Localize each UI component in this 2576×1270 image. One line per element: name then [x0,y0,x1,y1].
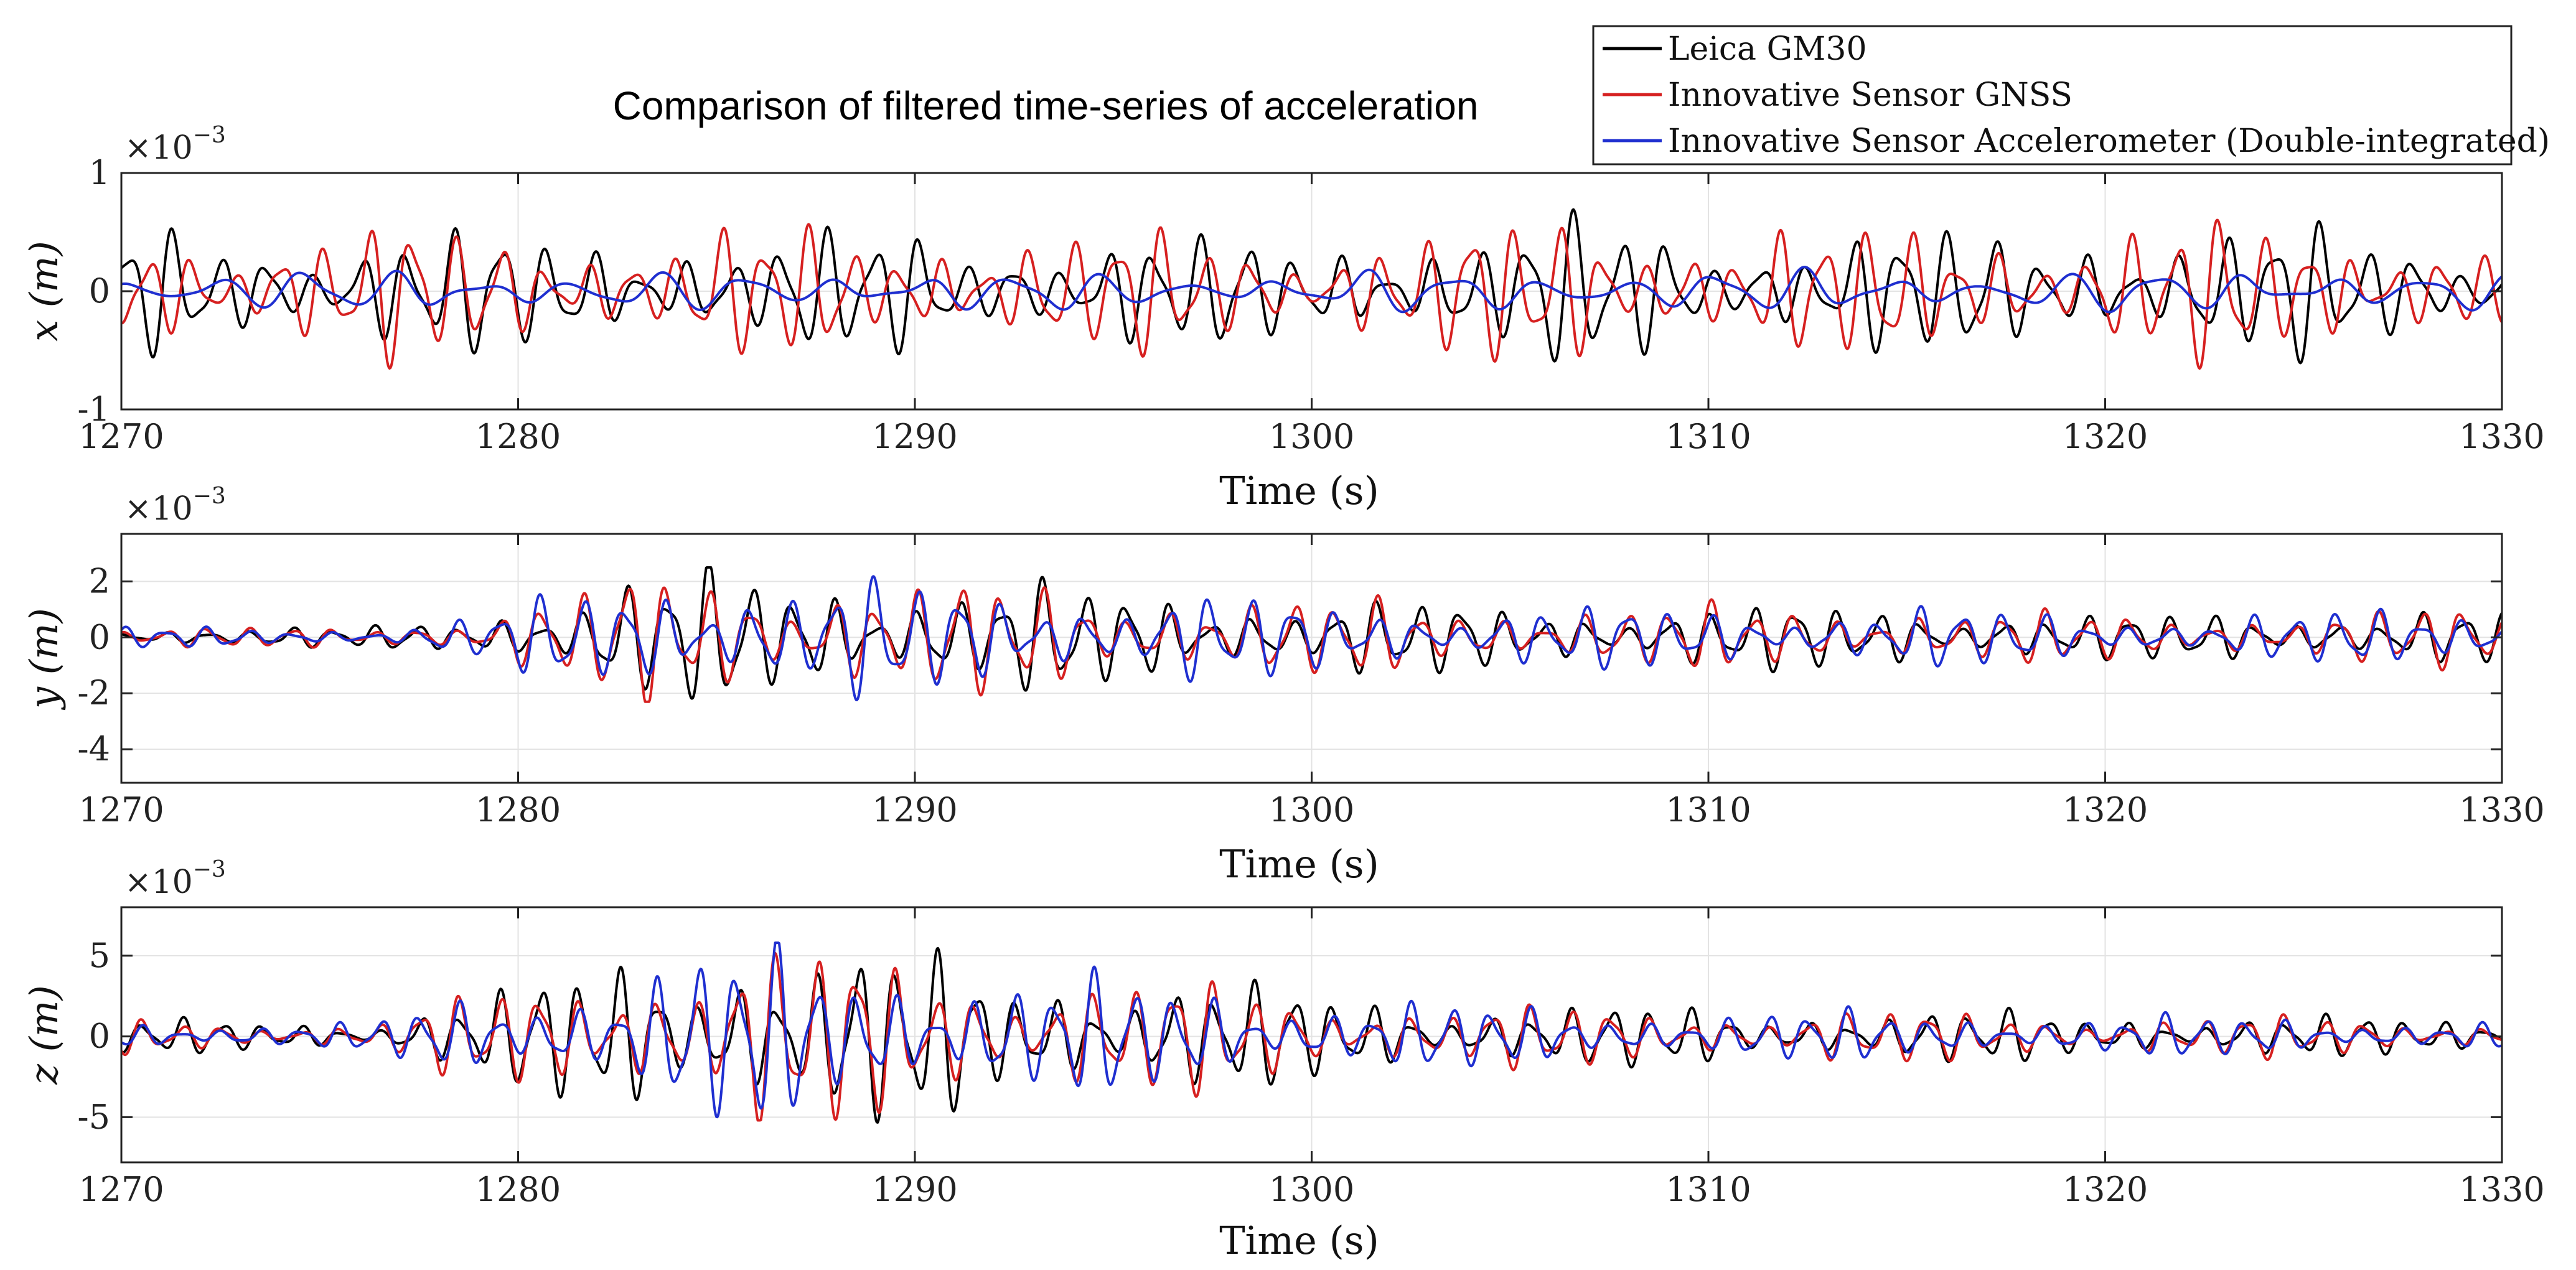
x-tick-label-y-1320: 1320 [2063,790,2148,829]
series-line-gnss-z [121,951,2502,1122]
x-tick-label-y-1300: 1300 [1269,790,1354,829]
subplot-y: y (m) Time (s) ×10−3 1270 1280 1290 1300 131… [21,483,2545,887]
series-line-accelerometer-x [121,266,2502,314]
x-tick-label-y-1310: 1310 [1665,790,1751,829]
chart-title: Comparison of filtered time-series of ac… [613,83,1479,128]
y-tick-label-z-0: 0 [89,1017,110,1056]
x-tick-label-x-1330: 1330 [2459,417,2544,456]
series-line-gnss-x [121,218,2502,370]
y-tick-label-x-1: 1 [89,153,110,192]
x-tick-label-z-1300: 1300 [1269,1170,1354,1209]
x-tick-label-z-1310: 1310 [1665,1170,1751,1209]
x-axis-label-y: Time (s) [1219,841,1379,887]
series-group-x [121,208,2502,370]
y-tick-label-z-5: 5 [89,936,110,975]
legend-entry-gnss: Innovative Sensor GNSS [1603,77,2073,114]
legend-entry-leica: Leica GM30 [1603,30,1867,68]
y-exponent-z: ×10−3 [124,857,226,901]
subplot-x: x (m) Time (s) ×10−3 1270 1280 1290 1300 131… [21,123,2545,513]
series-line-accelerometer-y [121,575,2502,701]
x-tick-label-z-1290: 1290 [872,1170,957,1209]
y-tick-label-y-0: 0 [89,617,110,656]
y-axis-label-x: x (m) [21,241,67,342]
series-group-y [121,566,2502,703]
x-tick-label-y-1330: 1330 [2459,790,2544,829]
y-exponent-x: ×10−3 [124,123,226,167]
y-tick-label-x--1: -1 [77,390,110,429]
x-tick-label-x-1290: 1290 [872,417,957,456]
legend-label-leica: Leica GM30 [1668,30,1867,68]
legend-label-gnss: Innovative Sensor GNSS [1668,77,2073,114]
y-tick-label-x-0: 0 [89,271,110,310]
y-axis-label-y: y (m) [21,608,67,711]
y-tick-label-z--5: -5 [77,1097,110,1136]
legend-entry-accelerometer: Innovative Sensor Accelerometer (Double-… [1603,123,2550,160]
legend-box [1592,25,2513,166]
legend-label-accelerometer: Innovative Sensor Accelerometer (Double-… [1668,123,2550,160]
series-group-z [121,941,2502,1124]
x-tick-label-z-1330: 1330 [2459,1170,2544,1209]
legend: Leica GM30 Innovative Sensor GNSS Innova… [1592,25,2550,166]
x-tick-label-y-1270: 1270 [78,790,164,829]
x-tick-label-x-1320: 1320 [2063,417,2148,456]
x-axis-label-z: Time (s) [1219,1218,1379,1263]
x-tick-label-y-1280: 1280 [475,790,561,829]
x-tick-label-x-1310: 1310 [1665,417,1751,456]
x-tick-label-z-1270: 1270 [78,1170,164,1209]
series-line-accelerometer-z [121,941,2502,1119]
x-tick-label-z-1320: 1320 [2063,1170,2148,1209]
x-tick-label-z-1280: 1280 [475,1170,561,1209]
y-tick-label-y--4: -4 [77,729,110,768]
x-tick-label-y-1290: 1290 [872,790,957,829]
x-axis-label-x: Time (s) [1219,468,1379,513]
x-tick-label-x-1300: 1300 [1269,417,1354,456]
x-tick-label-x-1270: 1270 [78,417,164,456]
x-tick-label-x-1280: 1280 [475,417,561,456]
y-tick-label-y-2: 2 [89,561,110,600]
subplot-z: z (m) Time (s) ×10−3 1270 1280 1290 1300 131… [21,857,2545,1263]
series-line-leica-y [121,566,2502,700]
y-axis-label-z: z (m) [21,985,67,1085]
y-exponent-y: ×10−3 [124,483,226,528]
y-tick-label-y--2: -2 [77,673,110,712]
